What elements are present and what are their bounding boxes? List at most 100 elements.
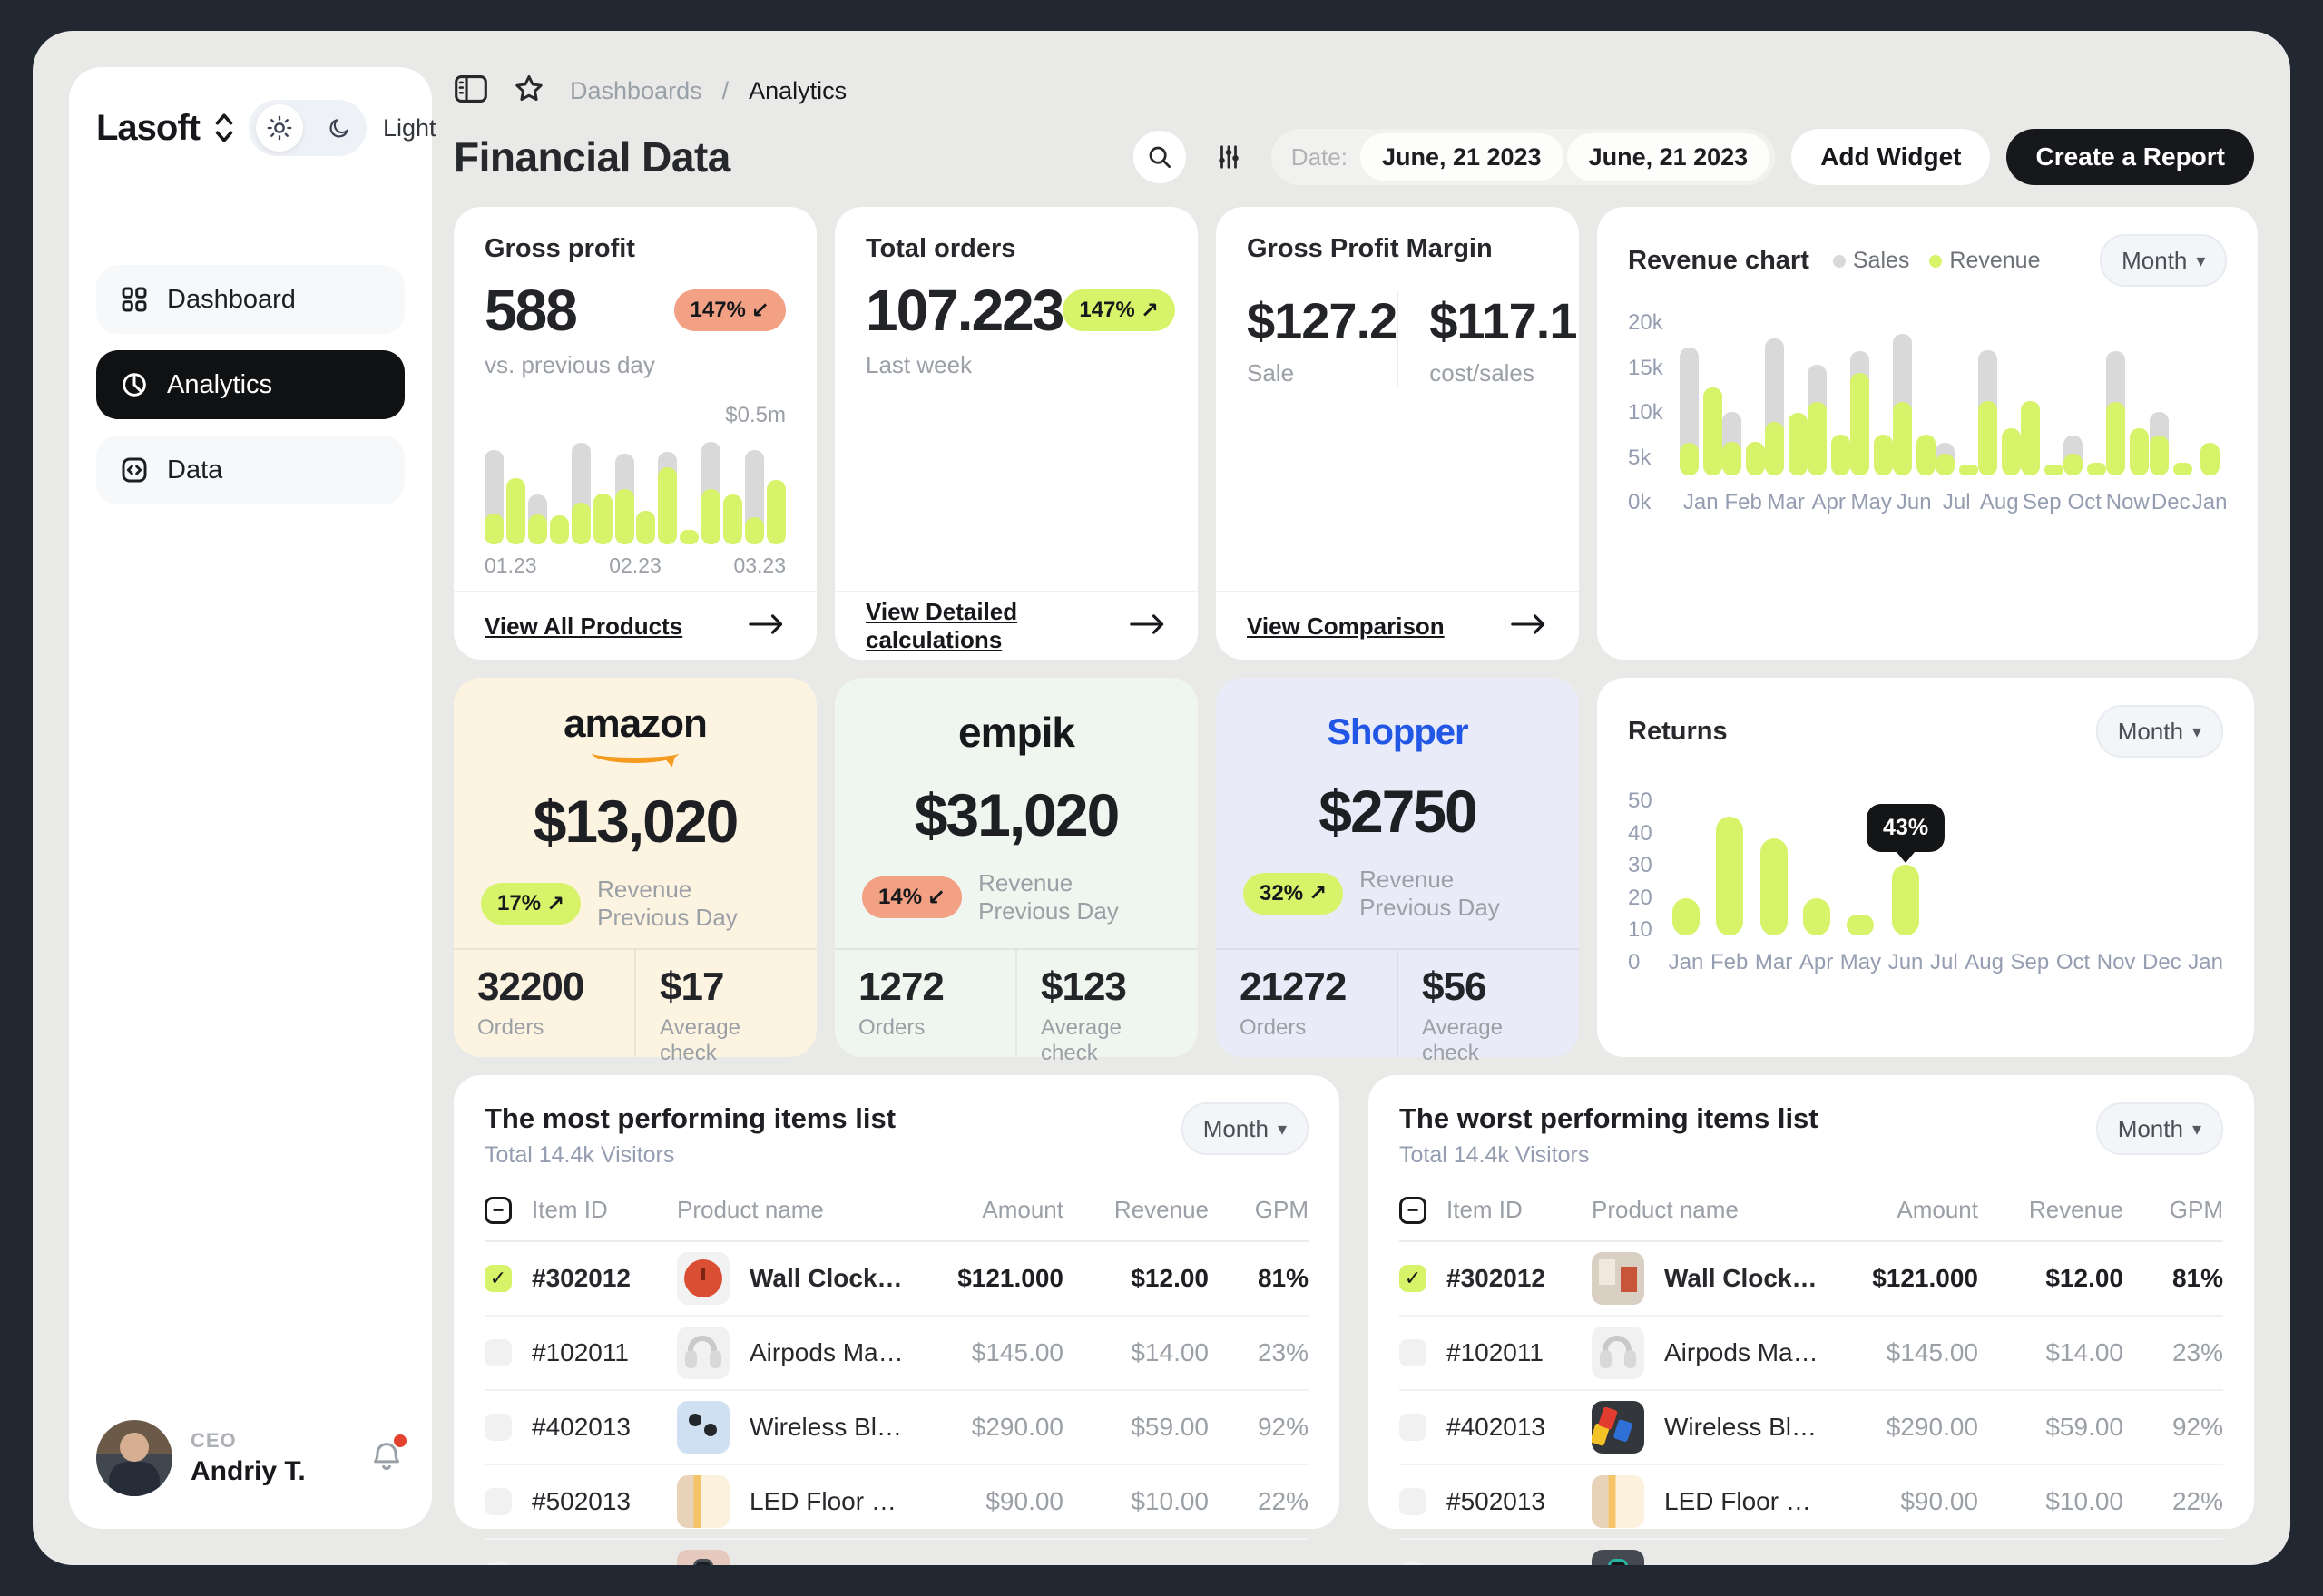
- returns-chart-card: Returns Month ▾ 50 40 30 20 10 0 Jan Feb Mar Apr M…: [1597, 678, 2254, 1057]
- mini-bar: [485, 450, 504, 544]
- table-row[interactable]: ✓ #302012 Wall Clock Special Edition $121.0…: [485, 1242, 1309, 1317]
- returns-bar-group[interactable]: Sep: [2011, 935, 2050, 975]
- row-checkbox[interactable]: [485, 1488, 512, 1515]
- returns-bar-group[interactable]: Mar: [1755, 838, 1792, 975]
- revenue-bar-group[interactable]: Aug: [1977, 350, 2021, 515]
- row-checkbox[interactable]: [1399, 1414, 1426, 1441]
- returns-bar-group[interactable]: Aug: [1965, 935, 2004, 975]
- revenue-bar-group[interactable]: Apr: [1807, 364, 1850, 515]
- sidebar-item-analytics[interactable]: Analytics: [96, 350, 405, 419]
- x-axis-label: Dec: [2142, 950, 2181, 974]
- table-row[interactable]: #502013 LED Floor Lamp $90.00 $10.00 22%: [485, 1465, 1309, 1540]
- total-orders-subtitle: Last week: [866, 351, 973, 378]
- product-name: Wireless Bluetooth Earbuds: [750, 1413, 909, 1441]
- returns-bar: [1892, 865, 1920, 935]
- revenue-value: $14.00: [1131, 1338, 1209, 1366]
- avatar[interactable]: [96, 1420, 172, 1496]
- filter-button[interactable]: [1202, 131, 1255, 183]
- revenue-bar-group[interactable]: Now: [2106, 351, 2150, 515]
- worst-performing-month-dropdown[interactable]: Month ▾: [2095, 1102, 2223, 1155]
- table-row[interactable]: #702013 Smartwatch with Heart Monitor$10.…: [485, 1540, 1309, 1565]
- row-checkbox[interactable]: [485, 1562, 512, 1565]
- workspace-switcher-icon[interactable]: [212, 112, 236, 144]
- view-detailed-calculations-link[interactable]: View Detailed calculations: [835, 591, 1198, 660]
- returns-bar-group[interactable]: Jan: [2188, 935, 2223, 975]
- returns-bar-group[interactable]: Feb: [1710, 816, 1748, 975]
- row-checkbox[interactable]: [1399, 1562, 1426, 1565]
- view-comparison-link[interactable]: View Comparison: [1216, 591, 1579, 660]
- mini-bar: [527, 494, 547, 544]
- product-thumbnail-watch: [677, 1550, 730, 1565]
- amount-value: $90.00: [1900, 1487, 1978, 1515]
- returns-bar-group[interactable]: Jul: [1930, 935, 1958, 975]
- row-checkbox[interactable]: [1399, 1488, 1426, 1515]
- revenue-bar-group[interactable]: Mar: [1764, 338, 1808, 515]
- create-report-button[interactable]: Create a Report: [2006, 129, 2254, 185]
- table-row[interactable]: #102011 Airpods Max 2024 Edition $145.00 $1…: [485, 1317, 1309, 1391]
- returns-month-dropdown[interactable]: Month ▾: [2095, 705, 2223, 758]
- breadcrumb-analytics[interactable]: Analytics: [749, 76, 848, 104]
- collapse-sidebar-icon[interactable]: [454, 73, 488, 109]
- view-all-products-link[interactable]: View All Products: [454, 591, 817, 660]
- revenue-bar-group[interactable]: Oct: [2063, 435, 2106, 515]
- sales-legend-dot: [1832, 254, 1846, 268]
- row-checkbox[interactable]: ✓: [485, 1265, 512, 1292]
- y-axis-tick: 20: [1628, 885, 1652, 910]
- revenue-bar-group[interactable]: Jan: [2192, 442, 2227, 515]
- row-checkbox[interactable]: [1399, 1339, 1426, 1366]
- favorite-star-icon[interactable]: [512, 73, 546, 110]
- returns-bar-group[interactable]: Nov: [2097, 935, 2136, 975]
- revenue-bar-group[interactable]: Jan: [1679, 347, 1722, 515]
- revenue-bar: [2001, 428, 2021, 475]
- revenue-bar-group[interactable]: Dec: [2149, 411, 2192, 515]
- user-card[interactable]: CEO Andriy T.: [96, 1420, 407, 1496]
- sun-icon[interactable]: [256, 104, 303, 152]
- sidebar-item-dashboard[interactable]: Dashboard: [96, 265, 405, 334]
- table-row[interactable]: #102011 Airpods Max 2024 Edition $145.00 $1…: [1399, 1317, 2223, 1391]
- x-axis-label: Now: [2105, 490, 2150, 514]
- notifications-bell-icon[interactable]: [368, 1434, 407, 1479]
- product-thumbnail-toys: [1592, 1401, 1644, 1454]
- returns-bar-group[interactable]: May: [1840, 915, 1881, 975]
- revenue-bar-group[interactable]: Feb: [1721, 411, 1765, 515]
- row-checkbox[interactable]: ✓: [1399, 1265, 1426, 1292]
- table-row[interactable]: #402013 Wireless Bluetooth Earbuds $290.00…: [485, 1391, 1309, 1465]
- select-all-checkbox[interactable]: −: [485, 1196, 512, 1224]
- theme-toggle[interactable]: [249, 100, 367, 156]
- revenue-month-dropdown[interactable]: Month ▾: [2100, 234, 2228, 287]
- table-row[interactable]: #502013 LED Floor Lamp $90.00 $10.00 22%: [1399, 1465, 2223, 1540]
- row-checkbox[interactable]: [485, 1414, 512, 1441]
- y-axis-tick: 10k: [1628, 400, 1663, 425]
- mini-bar: [766, 480, 786, 544]
- returns-bar-group[interactable]: Jan: [1669, 898, 1703, 975]
- sales-bar: [1807, 364, 1827, 475]
- revenue-bar: [1916, 434, 1936, 475]
- moon-icon[interactable]: [319, 116, 359, 140]
- returns-bar-group[interactable]: Oct: [2056, 935, 2090, 975]
- add-widget-button[interactable]: Add Widget: [1791, 129, 1991, 185]
- table-row[interactable]: #402013 Wireless Bluetooth Earbuds $290.00…: [1399, 1391, 2223, 1465]
- returns-bar-group[interactable]: Apr: [1799, 898, 1833, 975]
- y-axis-tick: 10: [1628, 917, 1652, 943]
- most-performing-month-dropdown[interactable]: Month ▾: [1181, 1102, 1309, 1155]
- revenue-bar-group[interactable]: Jul: [1935, 442, 1978, 515]
- breadcrumb-dashboards[interactable]: Dashboards: [570, 76, 702, 104]
- returns-bar-group[interactable]: Dec: [2142, 935, 2181, 975]
- product-name: Airpods Max 2024 Edition: [750, 1338, 909, 1366]
- x-axis-label: Aug: [1965, 950, 2004, 974]
- date-to-input[interactable]: June, 21 2023: [1566, 133, 1770, 181]
- date-from-input[interactable]: June, 21 2023: [1359, 133, 1563, 181]
- revenue-bar-group[interactable]: Jun: [1892, 334, 1936, 515]
- returns-bar-group[interactable]: 43% Jun: [1867, 804, 1946, 975]
- select-all-checkbox[interactable]: −: [1399, 1196, 1426, 1224]
- table-row[interactable]: ✓ #302012 Wall Clock Special Edition $121.0…: [1399, 1242, 2223, 1317]
- returns-bar: [1847, 915, 1875, 935]
- row-checkbox[interactable]: [485, 1339, 512, 1366]
- shopper-orders-value: 21272: [1240, 964, 1347, 1009]
- revenue-value: $10.00: [1131, 1487, 1209, 1515]
- search-button[interactable]: [1132, 131, 1186, 183]
- revenue-bar-group[interactable]: May: [1849, 351, 1893, 515]
- table-row[interactable]: #702013 Smartwatch with Heart Monitor$10.…: [1399, 1540, 2223, 1565]
- revenue-bar-group[interactable]: Sep: [2020, 400, 2063, 515]
- sidebar-item-data[interactable]: Data: [96, 436, 405, 504]
